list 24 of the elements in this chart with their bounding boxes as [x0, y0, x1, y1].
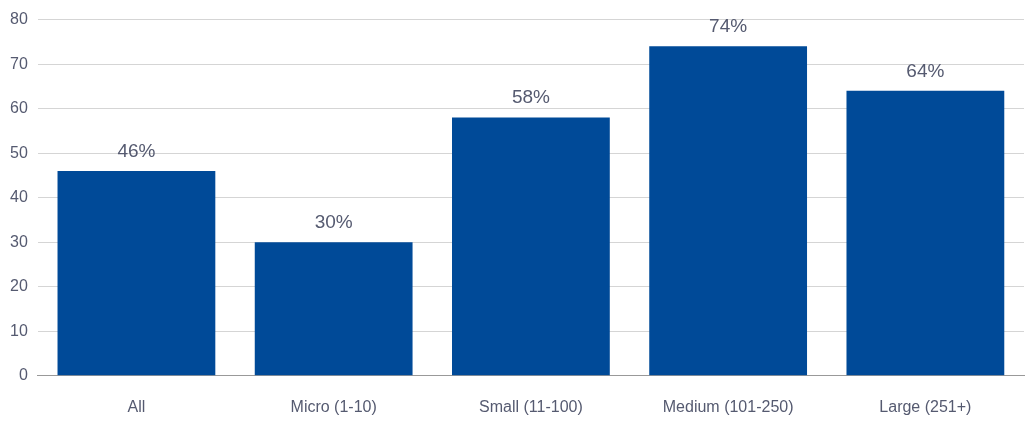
x-tick-label: Small (11-100) [479, 397, 583, 415]
data-label: 64% [906, 59, 945, 81]
y-tick-label: 40 [10, 188, 28, 206]
y-tick-label: 10 [10, 321, 28, 339]
bar [846, 90, 1005, 376]
x-tick-label: Large (251+) [879, 397, 972, 415]
y-tick-label: 80 [10, 10, 28, 28]
x-tick-label: All [127, 397, 146, 415]
y-tick-label: 20 [10, 277, 28, 295]
y-tick-label: 70 [10, 54, 28, 72]
bar [649, 46, 808, 376]
bar [254, 242, 413, 376]
data-label: 74% [709, 15, 748, 37]
x-tick-label: Medium (101-250) [662, 397, 794, 415]
data-label: 58% [511, 86, 551, 108]
bar [452, 117, 610, 376]
y-tick-label: 30 [10, 232, 28, 250]
x-tick-label: Micro (1-10) [290, 397, 377, 415]
bar [57, 170, 216, 376]
y-tick-label: 0 [18, 366, 28, 384]
y-tick-label: 60 [10, 99, 28, 117]
data-label: 46% [117, 139, 156, 161]
data-label: 30% [314, 210, 353, 232]
y-tick-label: 50 [10, 143, 28, 161]
